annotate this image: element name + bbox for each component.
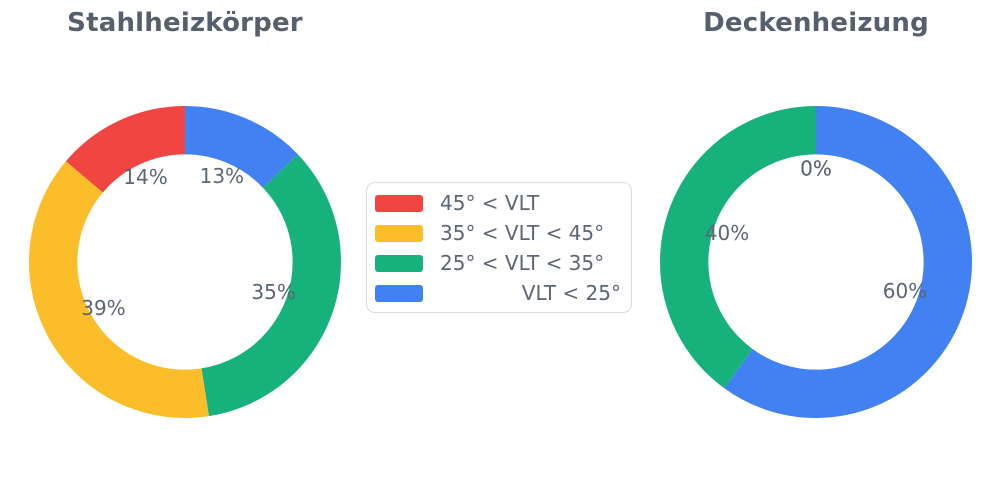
legend-label: VLT < 25°: [521, 281, 621, 305]
donut-chart-stahlheizkoerper: 14% 39% 35% 13%: [15, 92, 355, 432]
legend-label: 25° < VLT < 35°: [440, 251, 605, 275]
legend-item-vlt-lt-25: VLT < 25°: [375, 278, 621, 308]
donut-svg-stahlheizkoerper: 14% 39% 35% 13%: [28, 105, 342, 419]
slice-percent-label-3: 60%: [883, 279, 927, 303]
legend-label: 35° < VLT < 45°: [440, 221, 605, 245]
legend-label: 45° < VLT: [440, 191, 540, 215]
legend-swatch-green: [375, 254, 423, 272]
donut-slice-2: [28, 105, 342, 419]
legend-swatch-yellow: [375, 224, 423, 242]
legend-swatch-red: [375, 194, 423, 212]
donut-chart-deckenheizung: 0% 0% 40% 60%: [646, 92, 986, 432]
donut-slice-0: [28, 105, 342, 419]
donut-svg-deckenheizung: 0%0%40%60%: [659, 105, 973, 419]
legend-box: 45° < VLT 35° < VLT < 45° 25° < VLT < 35…: [366, 182, 632, 313]
slice-percent-label-2: 35%: [251, 280, 295, 304]
donut-slice-1: [28, 105, 342, 419]
chart-title-stahlheizkoerper: Stahlheizkörper: [67, 8, 303, 38]
slice-percent-label-1: 39%: [81, 296, 125, 320]
legend-item-35-lt-vlt-lt-45: 35° < VLT < 45°: [375, 218, 621, 248]
legend-item-25-lt-vlt-lt-35: 25° < VLT < 35°: [375, 248, 621, 278]
donut-slice-2: [659, 105, 973, 419]
slice-percent-label-1: 0%: [800, 156, 832, 180]
legend-swatch-blue: [375, 284, 423, 302]
chart-title-deckenheizung: Deckenheizung: [703, 8, 929, 38]
slice-percent-label-3: 13%: [200, 164, 244, 188]
legend-item-45-lt-vlt: 45° < VLT: [375, 188, 621, 218]
slice-percent-label-0: 0%: [800, 156, 832, 180]
slice-percent-label-0: 14%: [123, 165, 167, 189]
slice-percent-label-2: 40%: [705, 221, 749, 245]
